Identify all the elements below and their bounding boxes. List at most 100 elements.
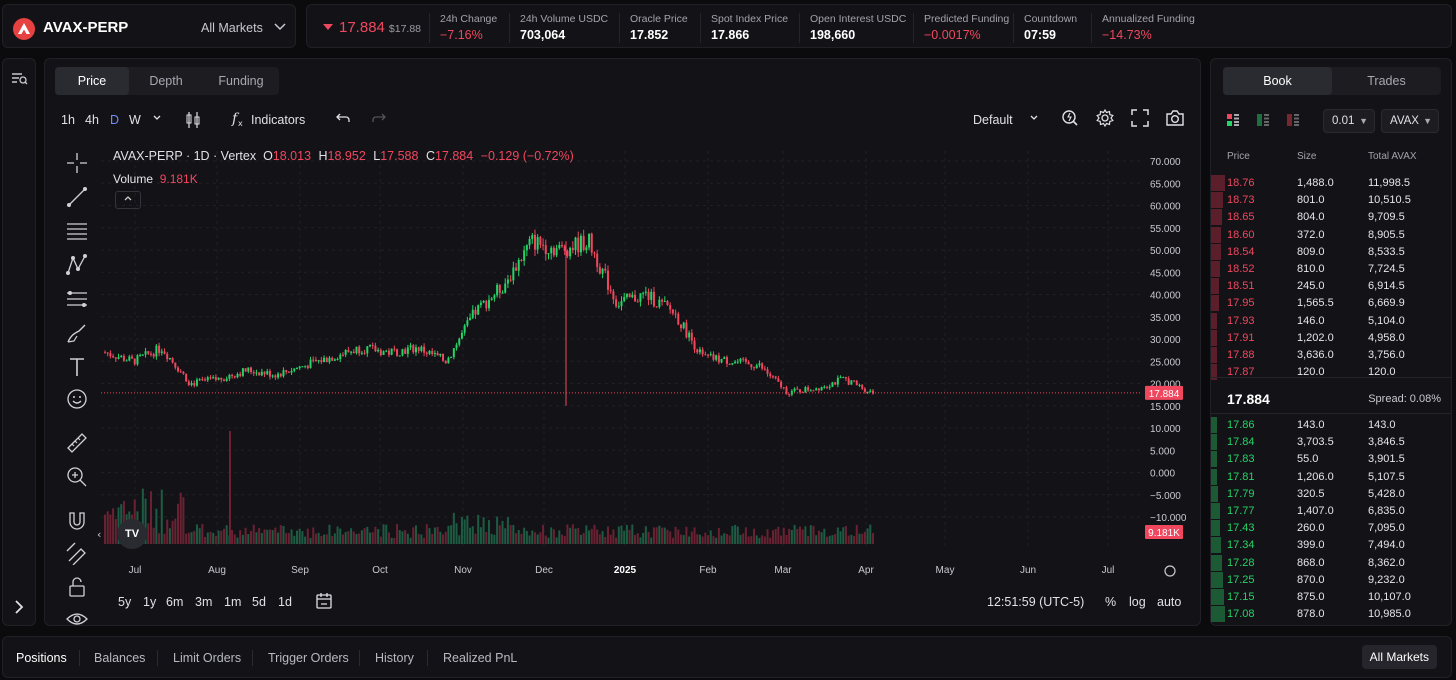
indicators-button[interactable]: Indicators: [251, 113, 306, 127]
depth-bar: [1211, 485, 1218, 502]
bid-row[interactable]: 17.77 1,407.0 6,835.0: [1211, 503, 1451, 520]
layout-default[interactable]: Default: [973, 113, 1013, 127]
tab-price[interactable]: Price: [55, 67, 129, 95]
last-price-tag-label: 17.884: [1149, 389, 1180, 400]
size-asset-select[interactable]: AVAX ▼: [1381, 109, 1439, 133]
percent-scale-button[interactable]: %: [1105, 595, 1117, 609]
ruler-tool-icon[interactable]: [65, 431, 89, 455]
bid-row[interactable]: 17.81 1,206.0 5,107.5: [1211, 468, 1451, 486]
fullscreen-icon[interactable]: [1131, 109, 1149, 130]
tab-trades[interactable]: Trades: [1367, 74, 1406, 88]
ask-row[interactable]: 18.51 245.0 6,914.5: [1211, 278, 1451, 295]
crosshair-tool-icon[interactable]: [65, 151, 89, 175]
tab-limit-orders[interactable]: Limit Orders: [173, 651, 242, 665]
bid-row[interactable]: 17.34 399.0 7,494.0: [1211, 537, 1451, 554]
tab-funding[interactable]: Funding: [218, 74, 264, 88]
candle-body: [631, 294, 634, 298]
volume-bar: [187, 532, 190, 544]
ask-row[interactable]: 17.91 1,202.0 4,958.0: [1211, 329, 1451, 347]
collapse-legend-button[interactable]: [115, 191, 141, 209]
bid-row[interactable]: 17.28 868.0 8,362.0: [1211, 554, 1451, 572]
fib-tool-icon[interactable]: [65, 219, 89, 243]
expand-chevron-icon[interactable]: [11, 599, 27, 618]
ask-row[interactable]: 17.88 3,636.0 3,756.0: [1211, 347, 1451, 364]
bid-row[interactable]: 17.08 878.0 10,985.0: [1211, 606, 1451, 623]
ask-row[interactable]: 18.65 804.0 9,709.5: [1211, 209, 1451, 226]
tab-realized-pnl[interactable]: Realized PnL: [443, 651, 518, 665]
screenshot-camera-icon[interactable]: [1165, 109, 1185, 130]
zoom-in-icon[interactable]: [65, 465, 89, 489]
magnet-icon[interactable]: [65, 509, 89, 533]
projection-tool-icon[interactable]: [65, 287, 89, 311]
price-chart[interactable]: 70.000 65.000 60.000 55.000 50.000 45.000 40.0…: [45, 139, 1200, 579]
redo-icon[interactable]: [371, 111, 387, 128]
range-3m[interactable]: 3m: [195, 595, 213, 609]
interval-chevron-down-icon[interactable]: [152, 112, 162, 126]
bid-row[interactable]: 17.83 55.0 3,901.5: [1211, 451, 1451, 468]
all-markets-dropdown[interactable]: All Markets: [201, 20, 286, 35]
brush-tool-icon[interactable]: [65, 321, 89, 345]
range-5y[interactable]: 5y: [118, 595, 132, 609]
trend-line-tool-icon[interactable]: [65, 185, 89, 209]
quick-search-icon[interactable]: [1061, 108, 1079, 131]
ask-row[interactable]: 18.54 809.0 8,533.5: [1211, 243, 1451, 261]
bid-row[interactable]: 17.43 260.0 7,095.0: [1211, 520, 1451, 537]
row-price: 18.51: [1227, 280, 1255, 293]
interval-4h[interactable]: 4h: [85, 113, 99, 127]
clock-timezone[interactable]: 12:51:59 (UTC-5): [987, 595, 1085, 609]
range-1d[interactable]: 1d: [278, 595, 292, 609]
book-both-sides-icon[interactable]: [1227, 114, 1239, 126]
tab-positions[interactable]: Positions: [16, 651, 67, 665]
text-tool-icon[interactable]: [65, 355, 89, 379]
volume-bar: [193, 531, 196, 544]
ask-row[interactable]: 17.93 146.0 5,104.0: [1211, 312, 1451, 330]
stay-drawing-icon[interactable]: [65, 541, 89, 566]
range-1m[interactable]: 1m: [224, 595, 242, 609]
tab-balances[interactable]: Balances: [94, 651, 146, 665]
volume-bar: [677, 529, 680, 544]
menu-search-icon[interactable]: [11, 71, 29, 90]
interval-w[interactable]: W: [129, 113, 141, 127]
interval-d[interactable]: D: [110, 113, 120, 127]
lock-icon[interactable]: [65, 575, 89, 599]
emoji-tool-icon[interactable]: [65, 387, 89, 411]
tab-history[interactable]: History: [375, 651, 414, 665]
volume-bar: [839, 531, 842, 544]
ask-row[interactable]: 18.60 372.0 8,905.5: [1211, 226, 1451, 244]
range-6m[interactable]: 6m: [166, 595, 184, 609]
auto-scale-button[interactable]: auto: [1157, 595, 1182, 609]
visibility-icon[interactable]: [65, 607, 89, 625]
bid-row[interactable]: 17.15 875.0 10,107.0: [1211, 589, 1451, 606]
layout-chevron-down-icon[interactable]: [1029, 112, 1039, 126]
ask-row[interactable]: 17.87 120.0 120.0: [1211, 364, 1451, 381]
ask-row[interactable]: 18.52 810.0 7,724.5: [1211, 261, 1451, 278]
ask-row[interactable]: 18.73 801.0 10,510.5: [1211, 192, 1451, 209]
log-scale-button[interactable]: log: [1129, 595, 1146, 609]
range-1y[interactable]: 1y: [143, 595, 157, 609]
tick-size-select[interactable]: 0.01 ▼: [1323, 109, 1375, 133]
tradingview-logo[interactable]: TV: [117, 519, 147, 549]
bid-row[interactable]: 17.86 143.0 143.0: [1211, 417, 1451, 434]
tab-book[interactable]: Book: [1223, 67, 1332, 95]
volume-bar: [520, 533, 523, 544]
bid-row[interactable]: 17.79 320.5 5,428.0: [1211, 485, 1451, 503]
interval-1h[interactable]: 1h: [61, 113, 75, 127]
tab-depth[interactable]: Depth: [149, 74, 183, 88]
date-range-calendar-icon[interactable]: [315, 592, 333, 613]
ask-row[interactable]: 18.76 1,488.0 11,998.5: [1211, 175, 1451, 192]
pattern-tool-icon[interactable]: [65, 253, 89, 277]
bid-row[interactable]: 17.84 3,703.5 3,846.5: [1211, 434, 1451, 451]
candle-body: [125, 360, 128, 362]
book-asks-only-icon[interactable]: [1287, 114, 1299, 126]
book-bids-only-icon[interactable]: [1257, 114, 1269, 126]
range-5d[interactable]: 5d: [252, 595, 266, 609]
all-markets-filter-button[interactable]: All Markets: [1361, 645, 1437, 669]
tab-trigger-orders[interactable]: Trigger Orders: [268, 651, 349, 665]
candle-type-icon[interactable]: [185, 111, 201, 132]
bid-row[interactable]: 17.25 870.0 9,232.0: [1211, 571, 1451, 589]
settings-gear-icon[interactable]: [1095, 108, 1115, 131]
candle-body: [793, 388, 796, 391]
ask-row[interactable]: 17.95 1,565.5 6,669.9: [1211, 295, 1451, 312]
undo-icon[interactable]: [335, 111, 351, 128]
